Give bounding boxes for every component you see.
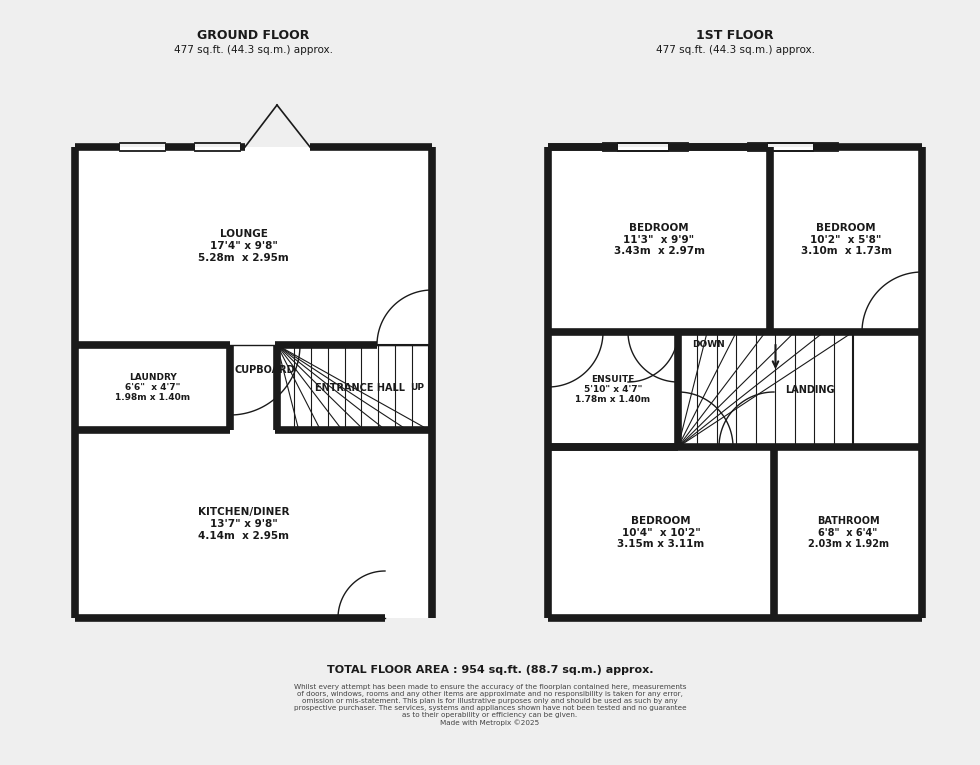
Bar (678, 332, 853, 447)
Text: 477 sq.ft. (44.3 sq.m.) approx.: 477 sq.ft. (44.3 sq.m.) approx. (174, 45, 333, 55)
Text: UP: UP (410, 383, 424, 392)
Text: BEDROOM
10'2"  x 5'8"
3.10m  x 1.73m: BEDROOM 10'2" x 5'8" 3.10m x 1.73m (801, 223, 892, 256)
Text: GROUND FLOOR: GROUND FLOOR (197, 28, 310, 41)
Text: BEDROOM
10'4"  x 10'2"
3.15m x 3.11m: BEDROOM 10'4" x 10'2" 3.15m x 3.11m (617, 516, 705, 549)
Text: CUPBOARD: CUPBOARD (234, 365, 295, 375)
Text: 477 sq.ft. (44.3 sq.m.) approx.: 477 sq.ft. (44.3 sq.m.) approx. (656, 45, 814, 55)
Text: ENSUITE
5'10" x 4'7"
1.78m x 1.40m: ENSUITE 5'10" x 4'7" 1.78m x 1.40m (575, 375, 651, 405)
Text: DOWN: DOWN (692, 340, 724, 349)
Bar (75, 147, 432, 618)
Text: 1ST FLOOR: 1ST FLOOR (696, 28, 774, 41)
Text: KITCHEN/DINER
13'7" x 9'8"
4.14m  x 2.95m: KITCHEN/DINER 13'7" x 9'8" 4.14m x 2.95m (198, 507, 289, 541)
Text: LOUNGE
17'4" x 9'8"
5.28m  x 2.95m: LOUNGE 17'4" x 9'8" 5.28m x 2.95m (198, 230, 289, 262)
Text: ENTRANCE HALL: ENTRANCE HALL (315, 382, 405, 392)
Text: BEDROOM
11'3"  x 9'9"
3.43m  x 2.97m: BEDROOM 11'3" x 9'9" 3.43m x 2.97m (613, 223, 705, 256)
Text: BATHROOM
6'8"  x 6'4"
2.03m x 1.92m: BATHROOM 6'8" x 6'4" 2.03m x 1.92m (808, 516, 889, 549)
Bar (277, 345, 429, 430)
Text: Whilst every attempt has been made to ensure the accuracy of the floorplan conta: Whilst every attempt has been made to en… (294, 684, 686, 726)
Bar (548, 147, 922, 618)
Text: LANDING: LANDING (785, 385, 835, 395)
Text: TOTAL FLOOR AREA : 954 sq.ft. (88.7 sq.m.) approx.: TOTAL FLOOR AREA : 954 sq.ft. (88.7 sq.m… (326, 665, 654, 675)
Text: LAUNDRY
6'6"  x 4'7"
1.98m x 1.40m: LAUNDRY 6'6" x 4'7" 1.98m x 1.40m (116, 373, 190, 402)
